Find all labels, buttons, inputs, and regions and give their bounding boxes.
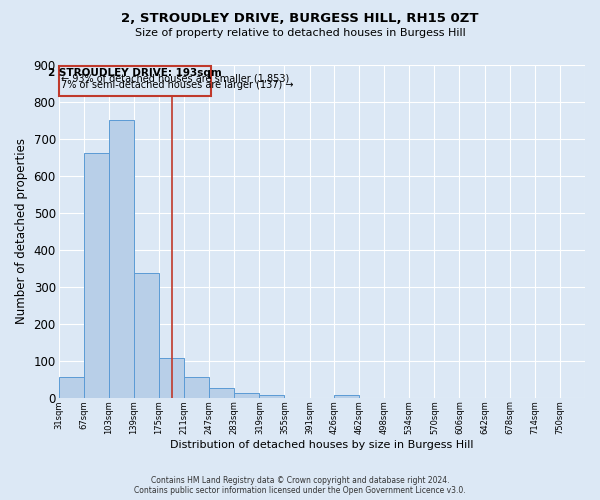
Bar [59, 376, 83, 398]
Text: 2, STROUDLEY DRIVE, BURGESS HILL, RH15 0ZT: 2, STROUDLEY DRIVE, BURGESS HILL, RH15 0… [121, 12, 479, 26]
FancyBboxPatch shape [59, 66, 211, 96]
Text: Contains HM Land Registry data © Crown copyright and database right 2024.: Contains HM Land Registry data © Crown c… [151, 476, 449, 485]
Text: ← 93% of detached houses are smaller (1,853): ← 93% of detached houses are smaller (1,… [61, 74, 289, 84]
Text: Contains public sector information licensed under the Open Government Licence v3: Contains public sector information licen… [134, 486, 466, 495]
X-axis label: Distribution of detached houses by size in Burgess Hill: Distribution of detached houses by size … [170, 440, 473, 450]
Bar [159, 358, 184, 398]
Bar [83, 153, 109, 398]
Bar [334, 394, 359, 398]
Text: 2 STROUDLEY DRIVE: 193sqm: 2 STROUDLEY DRIVE: 193sqm [48, 68, 221, 78]
Bar [109, 120, 134, 398]
Bar [184, 378, 209, 398]
Y-axis label: Number of detached properties: Number of detached properties [15, 138, 28, 324]
Text: 7% of semi-detached houses are larger (137) →: 7% of semi-detached houses are larger (1… [61, 80, 293, 90]
Bar [234, 393, 259, 398]
Bar [209, 388, 234, 398]
Bar [134, 272, 159, 398]
Bar [259, 394, 284, 398]
Text: Size of property relative to detached houses in Burgess Hill: Size of property relative to detached ho… [134, 28, 466, 38]
